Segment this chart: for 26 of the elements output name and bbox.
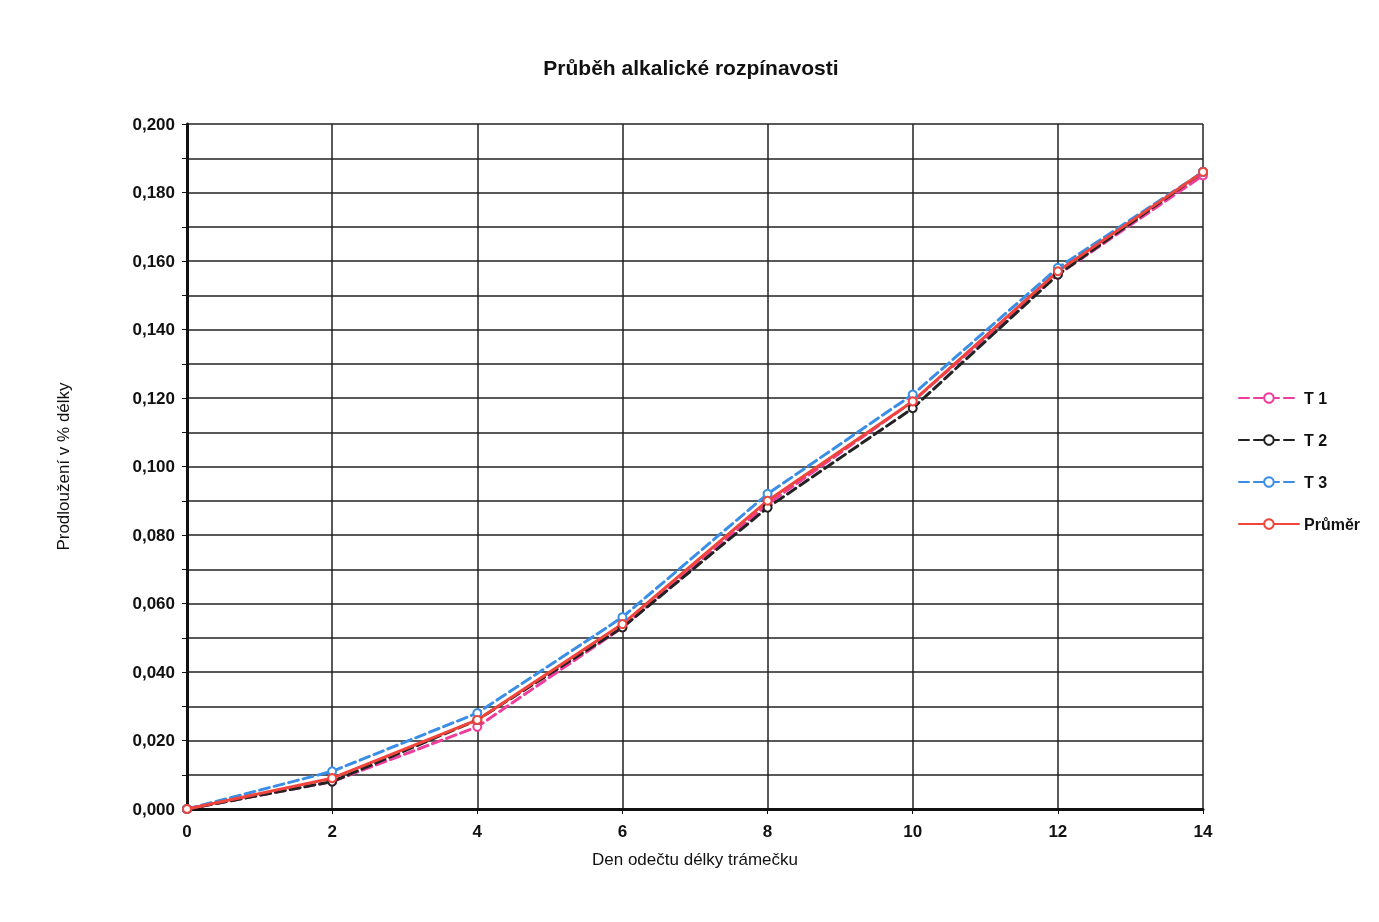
legend-label: Průměr <box>1303 515 1361 533</box>
x-tick-label: 6 <box>617 822 628 841</box>
y-tick-label: 0,160 <box>132 251 175 271</box>
x-tick-label: 14 <box>1193 822 1213 841</box>
legend-label: T 3 <box>1303 473 1328 491</box>
y-tick-label: 0,040 <box>132 662 175 682</box>
y-tick-label: 0,100 <box>132 457 175 476</box>
x-tick-label: 0 <box>182 822 192 841</box>
legend-label: T 2 <box>1303 431 1328 449</box>
legend-label: T 1 <box>1303 389 1328 407</box>
chart-title: Průběh alkalické rozpínavosti <box>543 56 839 79</box>
x-tick-label: 10 <box>903 822 923 841</box>
x-tick-label: 4 <box>472 822 483 841</box>
y-tick-label: 0,080 <box>132 525 175 545</box>
y-axis-title: Prodloužení v % délky <box>54 381 73 551</box>
y-tick-label: 0,120 <box>132 388 175 408</box>
y-tick-label: 0,020 <box>132 731 175 750</box>
y-tick-label: 0,180 <box>132 183 175 202</box>
y-tick-label: 0,060 <box>132 594 175 613</box>
x-tick-label: 8 <box>762 822 773 841</box>
y-tick-label: 0,200 <box>132 114 175 134</box>
y-tick-label: 0,000 <box>132 799 175 819</box>
x-axis-title: Den odečtu délky trámečku <box>592 850 798 869</box>
x-tick-label: 2 <box>327 822 337 841</box>
y-tick-label: 0,140 <box>132 320 175 339</box>
x-tick-label: 12 <box>1048 822 1068 841</box>
